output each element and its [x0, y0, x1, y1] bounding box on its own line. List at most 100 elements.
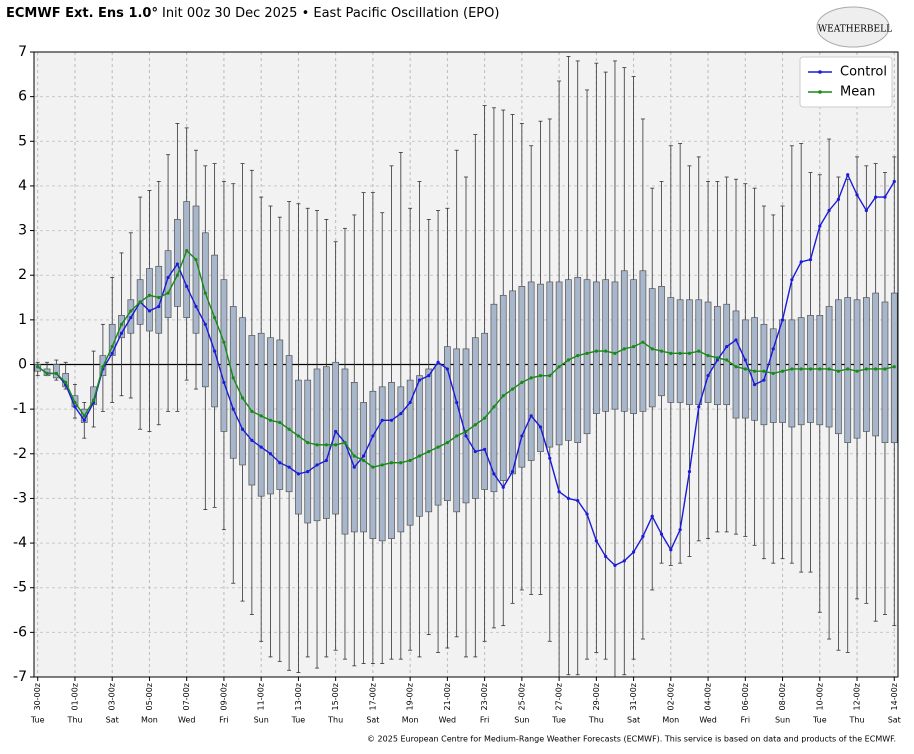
- series-point: [725, 358, 729, 362]
- series-point: [492, 472, 496, 476]
- x-day-label: Fri: [219, 716, 229, 725]
- x-day-label: Tue: [551, 716, 566, 725]
- box: [155, 265, 163, 334]
- series-point: [147, 309, 152, 313]
- series-point: [855, 369, 859, 373]
- box: [714, 306, 721, 406]
- box: [751, 317, 758, 421]
- series-point: [529, 376, 533, 380]
- box: [862, 297, 870, 432]
- series-point: [380, 463, 384, 467]
- series-point: [780, 369, 785, 373]
- series-point: [743, 358, 747, 362]
- box: [360, 402, 367, 533]
- series-point: [771, 371, 775, 376]
- series-point: [762, 378, 766, 382]
- box: [322, 366, 330, 519]
- x-tick-label: 19-00z: [406, 683, 415, 710]
- series-point: [706, 374, 710, 378]
- y-tick-label: -7: [13, 669, 27, 685]
- series-point: [315, 443, 319, 447]
- box: [518, 286, 526, 468]
- box: [425, 368, 433, 513]
- x-day-label: Sat: [106, 716, 119, 725]
- series-point: [427, 374, 431, 378]
- x-day-label: Thu: [588, 716, 604, 725]
- box: [304, 379, 312, 524]
- x-tick-label: 27-00z: [555, 683, 564, 710]
- series-point: [827, 208, 831, 213]
- series-point: [846, 367, 850, 371]
- series-point: [510, 387, 515, 391]
- series-point: [408, 458, 412, 463]
- y-tick-label: 0: [18, 357, 27, 373]
- box: [574, 277, 582, 443]
- box: [434, 364, 442, 506]
- series-point: [64, 380, 68, 384]
- series-point: [631, 345, 636, 349]
- series-point: [874, 367, 878, 371]
- series-point: [631, 550, 636, 554]
- series-point: [427, 449, 431, 454]
- series-point: [548, 374, 552, 378]
- box: [52, 364, 60, 379]
- x-day-label: Mon: [141, 716, 158, 725]
- series-point: [240, 427, 245, 431]
- series-point: [799, 260, 803, 264]
- x-tick-label: 10-00z: [815, 683, 824, 710]
- legend-label: Mean: [840, 85, 875, 100]
- x-day-label: Thu: [849, 716, 865, 725]
- series-point: [613, 563, 617, 567]
- series-point: [529, 414, 533, 418]
- series-point: [585, 351, 589, 355]
- x-tick-label: 05-00z: [145, 683, 154, 710]
- series-point: [334, 429, 338, 434]
- series-point: [799, 367, 803, 371]
- box: [146, 268, 153, 332]
- y-tick-label: 4: [18, 178, 27, 194]
- x-day-label: Fri: [741, 716, 751, 725]
- box: [444, 346, 451, 502]
- box: [201, 232, 209, 388]
- y-tick-label: -2: [13, 446, 27, 462]
- series-point: [678, 351, 682, 355]
- series-point: [73, 405, 77, 409]
- series-point: [538, 425, 543, 429]
- series-point: [129, 316, 133, 320]
- series-point: [557, 490, 561, 494]
- box: [397, 386, 405, 533]
- series-point: [389, 418, 394, 422]
- x-tick-label: 11-00z: [257, 683, 266, 710]
- series-point: [352, 454, 356, 458]
- box: [183, 201, 191, 318]
- x-tick-label: 21-00z: [443, 683, 452, 710]
- series-point: [399, 412, 403, 416]
- x-day-label: Fri: [480, 716, 490, 725]
- series-point: [892, 365, 896, 369]
- series-point: [436, 360, 440, 364]
- x-tick-label: 15-00z: [331, 683, 340, 710]
- x-day-label: Sun: [775, 716, 790, 725]
- box: [211, 254, 218, 408]
- series-point: [697, 405, 701, 409]
- legend-marker: [818, 70, 822, 74]
- title-bold: ECMWF Ext. Ens 1.0°: [6, 6, 158, 21]
- x-day-label: Thu: [66, 716, 82, 725]
- x-tick-label: 13-00z: [294, 683, 303, 710]
- series-point: [110, 345, 114, 349]
- series-point: [734, 365, 738, 369]
- series-point: [762, 369, 766, 373]
- series-point: [194, 257, 198, 262]
- box: [853, 299, 861, 439]
- series-point: [669, 351, 673, 355]
- series-point: [334, 443, 338, 447]
- series-point: [687, 470, 692, 474]
- box: [611, 281, 619, 410]
- series-point: [566, 358, 571, 362]
- series-point: [659, 532, 664, 536]
- series-point: [483, 416, 487, 420]
- series-point: [147, 293, 152, 297]
- series-point: [594, 539, 598, 543]
- box: [490, 303, 498, 493]
